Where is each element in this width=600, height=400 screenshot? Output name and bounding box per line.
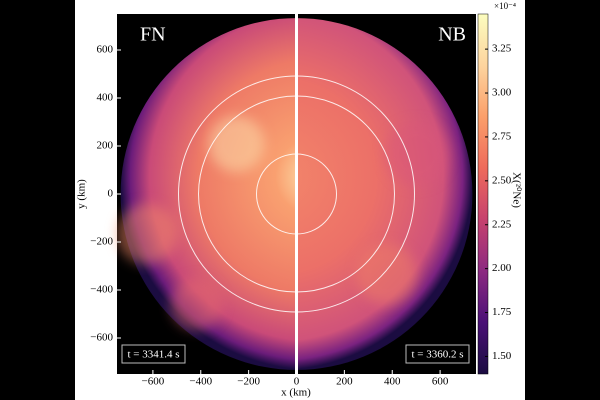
blob [384,122,449,186]
colorbar-tick-label: 2.25 [492,218,512,230]
plot-area [117,14,476,374]
blob [356,244,417,304]
colorbar-tick-label: 2.75 [492,130,512,142]
y-tick-label: −600 [90,332,113,344]
time-label: t = 3360.2 s [411,349,463,361]
y-tick-label: 200 [97,140,114,152]
colorbar [477,13,489,375]
y-tick-label: −400 [90,284,113,296]
y-tick-label: 0 [108,188,114,200]
colorbar-tick-label: 1.50 [492,350,512,362]
y-tick-label: 400 [97,92,114,104]
x-tick-label: 400 [384,376,401,388]
x-tick-label: −200 [237,376,260,388]
x-tick-label: 0 [294,376,300,388]
colorbar-tick-label: 3.00 [492,87,512,99]
x-tick-label: −600 [142,376,165,388]
time-box [405,344,470,364]
y-tick-label: 600 [97,44,114,56]
colorbar-tick-label: 2.50 [492,174,512,186]
y-axis-label: y (km) [76,179,88,209]
colorbar-tick-label: 1.75 [492,306,512,318]
colorbar-multiplier: ×10⁻⁴ [494,1,516,11]
x-tick-label: 600 [432,376,449,388]
colorbar-label: X(²⁰Ne) [510,172,522,208]
blob [170,278,223,330]
panel-label: NB [438,24,466,46]
time-label: t = 3341.4 s [127,349,179,361]
panel-label: FN [140,24,166,46]
colorbar-tick-label: 3.25 [492,43,512,55]
y-tick-label: −200 [90,236,113,248]
blob [208,116,265,172]
x-tick-label: −400 [189,376,212,388]
x-tick-label: 200 [336,376,353,388]
colorbar-tick-label: 2.00 [492,262,512,274]
blob [117,204,177,264]
x-axis-label: x (km) [281,387,311,399]
time-box [121,344,186,364]
